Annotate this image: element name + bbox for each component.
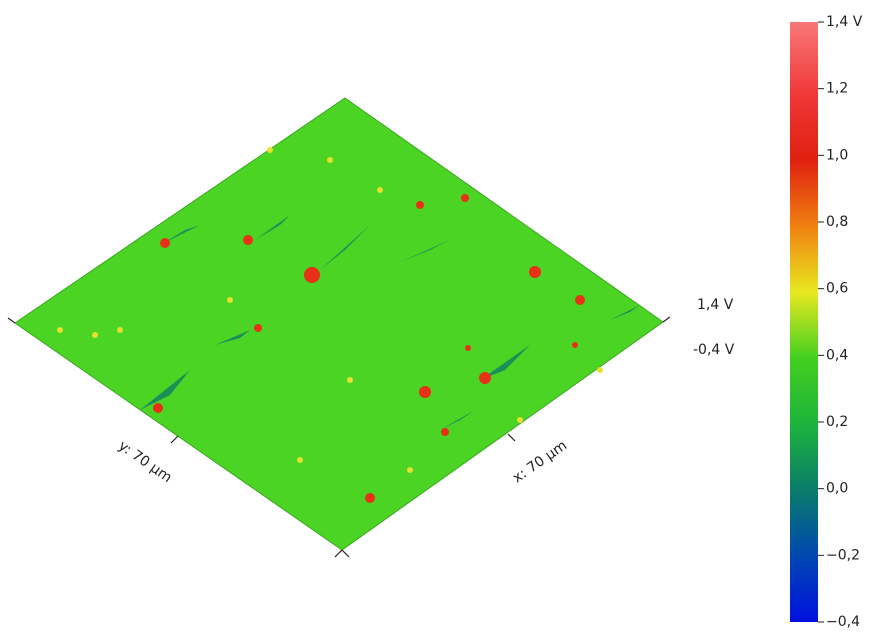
z-label: 1,4 V [697,297,734,313]
colorbar [790,22,818,622]
colorbar-tick-label: 0,6 [826,281,848,297]
colorbar-tick-label: 0,2 [826,414,848,430]
y-axis-label: y: 70 µm [115,438,174,486]
x-axis-label: x: 70 µm [510,438,570,487]
colorbar-tick-label: −0,2 [826,547,860,563]
colorbar-tick-label: 0,4 [826,347,848,363]
colorbar-tick-label: 1,2 [826,81,848,97]
colorbar-tick-label: 1,4 V [826,14,863,30]
surface [15,98,663,550]
colorbar-tick-label: 0,8 [826,214,848,230]
z-label: -0,4 V [693,342,735,358]
colorbar-tick-label: 1,0 [826,147,848,163]
chart: y: 70 µm x: 70 µm 1,4 V -0,4 V 1,4 V 1,2 1… [0,0,869,632]
colorbar-tick-label: 0,0 [826,481,848,497]
colorbar-tick-label: −0,4 [826,614,860,630]
